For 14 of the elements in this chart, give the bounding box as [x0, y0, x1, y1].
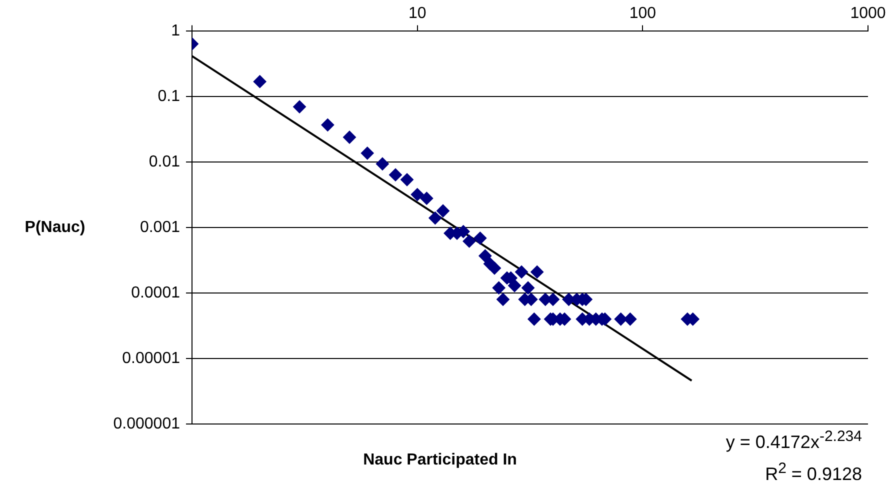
x-tick-label: 100 — [629, 5, 656, 22]
y-tick-label: 0.0001 — [131, 284, 180, 302]
y-tick-label: 0.01 — [148, 154, 180, 171]
x-tick-label: 10 — [408, 5, 426, 22]
y-tick-label: 0.00001 — [122, 350, 180, 367]
text: y = 0.4172x$^{-2.234}$ — [726, 428, 862, 453]
x-axis-title: Nauc Participated In — [363, 451, 517, 468]
y-tick-label: 1 — [171, 22, 180, 40]
y-tick-label: 0.001 — [140, 219, 180, 236]
y-tick-label: 0.000001 — [113, 415, 180, 432]
text: R$^{2}$ = 0.9128 — [765, 460, 862, 485]
x-tick-label: 1000 — [850, 5, 886, 22]
y-axis-title: P(Nauc) — [24, 219, 86, 236]
y-tick-label: 0.1 — [158, 88, 180, 106]
